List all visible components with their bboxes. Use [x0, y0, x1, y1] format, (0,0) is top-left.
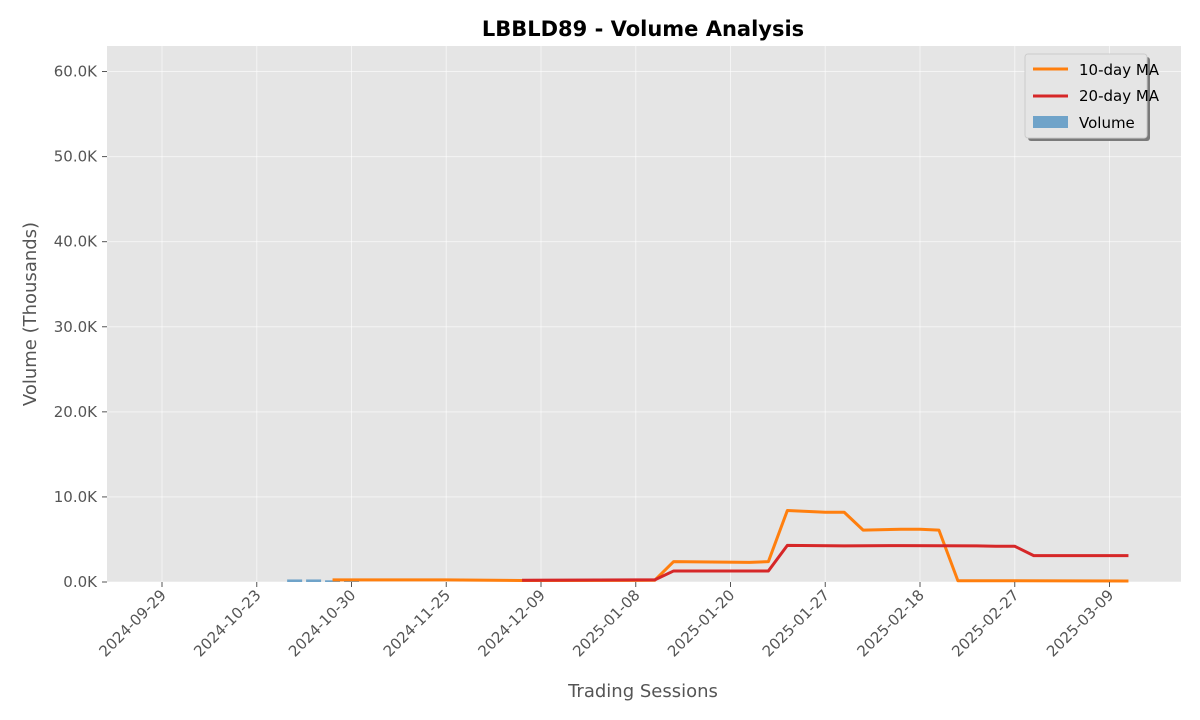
x-tick-label: 2025-01-27	[759, 586, 833, 660]
legend-ma10-label: 10-day MA	[1079, 61, 1160, 79]
legend-volume-swatch	[1033, 116, 1068, 128]
ma20-line	[522, 543, 1129, 582]
chart-title: LBBLD89 - Volume Analysis	[482, 17, 804, 41]
y-axis-label: Volume (Thousands)	[20, 222, 41, 406]
x-tick-label: 2025-02-27	[948, 586, 1022, 660]
volume-bar	[287, 579, 303, 582]
x-tick-label: 2024-12-09	[474, 586, 548, 660]
legend-volume-label: Volume	[1079, 114, 1135, 132]
x-ticks: 2024-09-29 2024-10-23 2024-10-30 2024-11-25…	[95, 582, 1117, 660]
y-tick-label: 30.0K	[54, 318, 98, 336]
x-tick-label: 2024-09-29	[95, 586, 169, 660]
x-tick-label: 2025-03-09	[1043, 586, 1117, 660]
x-tick-label: 2024-10-23	[190, 586, 264, 660]
grid-layer	[107, 46, 1181, 583]
x-axis-label: Trading Sessions	[567, 681, 718, 702]
plot-area	[107, 46, 1181, 582]
y-ticks: 0.0K 10.0K 20.0K 30.0K 40.0K 50.0K 60.0K	[54, 63, 107, 591]
x-tick-label: 2025-01-08	[569, 586, 643, 660]
x-tick-label: 2024-11-25	[380, 586, 454, 660]
x-tick-label: 2025-02-18	[853, 586, 927, 660]
y-tick-label: 40.0K	[54, 233, 98, 251]
y-tick-label: 60.0K	[54, 63, 98, 81]
y-tick-label: 20.0K	[54, 403, 98, 421]
ma-lines	[332, 509, 1129, 583]
volume-bar	[306, 579, 322, 582]
legend-ma20-label: 20-day MA	[1079, 87, 1160, 105]
x-tick-label: 2025-01-20	[664, 586, 738, 660]
y-tick-label: 0.0K	[63, 573, 98, 591]
y-tick-label: 10.0K	[54, 488, 98, 506]
legend: 10-day MA 20-day MA Volume	[1024, 53, 1160, 141]
y-tick-label: 50.0K	[54, 148, 98, 166]
x-tick-label: 2024-10-30	[285, 586, 359, 660]
